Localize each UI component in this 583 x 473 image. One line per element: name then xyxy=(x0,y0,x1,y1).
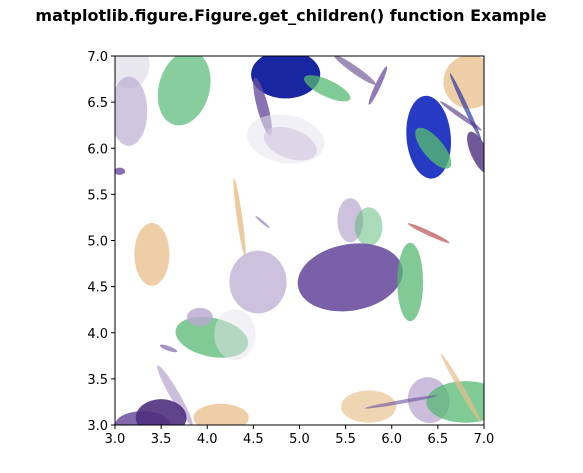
ellipse-patch-37 xyxy=(364,395,438,409)
x-tick-label: 7.0 xyxy=(474,432,495,447)
ellipse-patch-27 xyxy=(214,309,256,360)
x-tick-label: 6.0 xyxy=(381,432,402,447)
ellipse-patch-36 xyxy=(441,354,481,423)
y-tick-label: 3.0 xyxy=(87,419,108,434)
y-tick-label: 4.5 xyxy=(87,281,108,296)
ellipse-patch-10 xyxy=(246,114,325,164)
ellipse-patch-31 xyxy=(135,399,187,425)
ellipse-patch-7 xyxy=(443,56,484,109)
x-tick-label: 3.0 xyxy=(105,432,126,447)
ellipse-patch-24 xyxy=(397,242,424,322)
ellipse-patch-4 xyxy=(333,56,376,85)
ellipse-patch-17 xyxy=(255,216,270,229)
chart-title: matplotlib.figure.Figure.get_children() … xyxy=(35,6,546,25)
y-tick-label: 6.5 xyxy=(87,96,108,111)
x-tick-label: 6.5 xyxy=(428,432,449,447)
ellipse-patch-35 xyxy=(426,381,484,423)
ellipse-patch-28 xyxy=(159,344,178,353)
ellipse-patch-15 xyxy=(467,131,484,175)
y-tick-label: 4.0 xyxy=(87,327,108,342)
ellipse-patch-1 xyxy=(115,76,148,146)
ellipse-patch-23 xyxy=(297,243,403,312)
y-axis: 3.0 3.5 4.0 4.5 5.0 5.5 6.0 6.5 7.0 xyxy=(87,50,115,434)
y-tick-label: 3.5 xyxy=(87,373,108,388)
ellipse-patch-2 xyxy=(157,56,211,126)
ellipse-patch-6 xyxy=(368,66,388,105)
ellipse-patch-19 xyxy=(354,207,383,247)
ellipse-patch-16 xyxy=(233,178,246,257)
x-tick-label: 5.5 xyxy=(335,432,356,447)
ellipse-patch-12 xyxy=(415,127,452,169)
ellipse-patch-3 xyxy=(251,56,321,99)
ellipse-layer xyxy=(115,56,484,425)
ellipse-patch-22 xyxy=(229,250,287,314)
ellipse-patch-5 xyxy=(303,75,351,102)
y-tick-label: 5.0 xyxy=(87,235,108,250)
y-tick-label: 7.0 xyxy=(87,50,108,65)
x-tick-label: 4.5 xyxy=(243,432,264,447)
ellipse-patch-33 xyxy=(341,390,397,423)
x-tick-label: 3.5 xyxy=(151,432,172,447)
ellipse-patch-26 xyxy=(186,307,213,327)
y-tick-label: 6.0 xyxy=(87,142,108,157)
ellipse-patch-21 xyxy=(134,222,170,286)
x-tick-label: 5.0 xyxy=(289,432,310,447)
x-axis: 3.0 3.5 4.0 4.5 5.0 5.5 6.0 6.5 7.0 xyxy=(105,425,495,447)
ellipse-patch-32 xyxy=(193,403,249,425)
ellipse-patch-20 xyxy=(407,223,450,244)
ellipse-patch-38 xyxy=(115,167,126,176)
y-tick-label: 5.5 xyxy=(87,188,108,203)
ellipse-patch-14 xyxy=(440,101,482,131)
x-tick-label: 4.0 xyxy=(197,432,218,447)
